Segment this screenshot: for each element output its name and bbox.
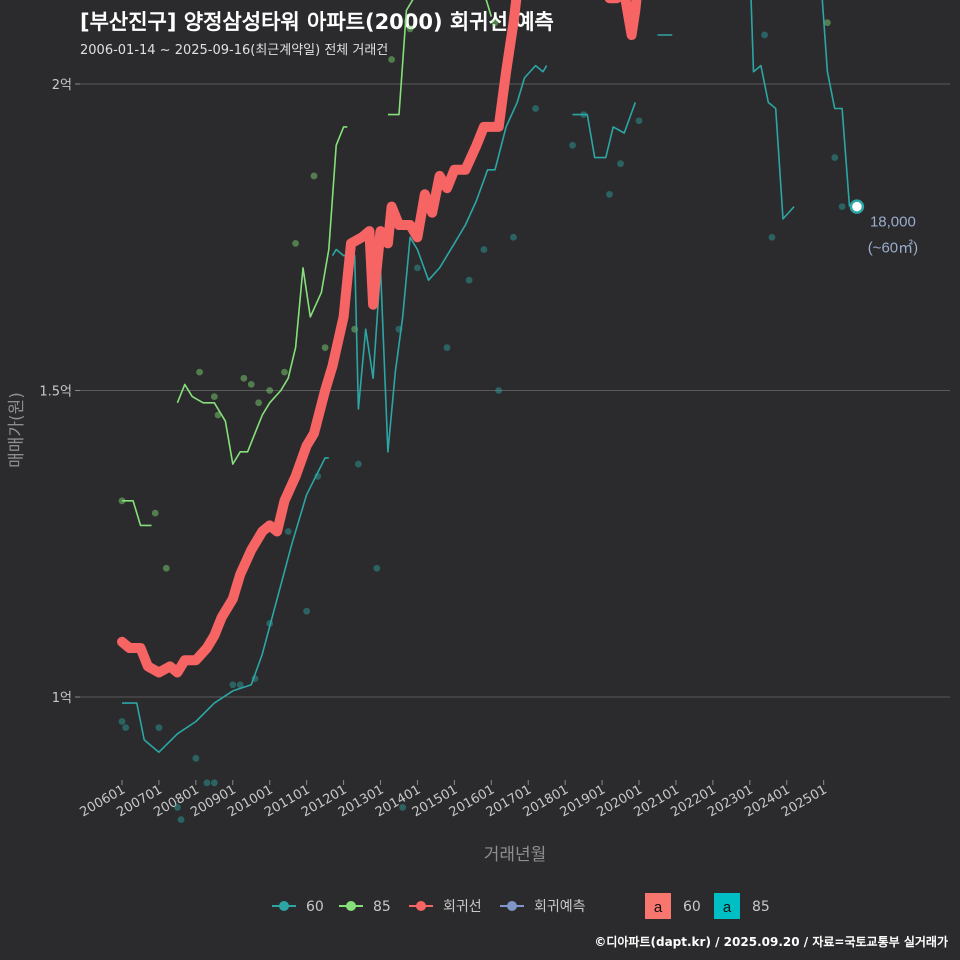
x-axis: 2006012007012008012009012010012011012012… [78,780,830,820]
data-point-60 [203,779,211,787]
y-axis-title: 매매가(원) [7,392,27,468]
end-marker-60 [849,199,865,214]
data-point-85 [406,25,414,33]
data-point-85 [823,19,831,27]
series-lines [122,0,851,753]
data-point-85 [266,387,274,394]
legend-label: 60 [683,899,701,915]
data-point-60 [303,607,311,615]
data-point-60 [495,387,503,394]
legend-label-glyph: a [654,899,663,916]
data-point-60 [229,681,237,689]
data-point-60 [155,724,163,732]
data-point-60 [443,344,451,351]
data-point-60 [831,154,839,161]
data-point-85 [240,374,248,382]
regression-path [117,0,642,678]
data-point-85 [255,399,263,407]
data-point-85 [491,19,499,27]
chart-title: [부산진구] 양정삼성타워 아파트(2000) 회귀선 예측 [80,10,554,34]
end-label-value: 18,000 [870,214,916,231]
data-point-60 [192,754,200,762]
data-point-60 [173,803,181,811]
legend-label-glyph: a [723,899,732,916]
chart-subtitle: 2006-01-14 ~ 2025-09-16(최근계약일) 전체 거래건 [80,43,389,58]
data-point-60 [284,528,292,535]
data-point-60 [761,31,768,39]
end-labels: 24,500(~85㎡)18,000(~60㎡) [868,214,918,257]
legend: 60 85 회귀선 회귀예측 a 60 a 85 [272,893,770,919]
data-point-60 [465,276,473,284]
legend-label: 60 [306,899,324,915]
data-point-60 [414,264,421,272]
series-line-85 [122,0,493,527]
legend-key-dot [279,901,289,911]
y-tick-label: 1억 [52,691,72,706]
data-point-60 [210,779,218,787]
grid-lines [80,83,950,698]
data-point-85 [151,509,159,517]
data-point-85 [310,172,318,180]
data-point-85 [292,239,299,247]
legend-label: 회귀예측 [534,899,586,915]
legend-label-key [714,893,740,919]
data-point-60 [532,105,540,112]
data-point-85 [196,368,203,376]
data-point-60 [118,718,126,725]
data-point-60 [177,816,185,823]
legend-key-dot [346,901,356,911]
data-point-60 [399,803,407,811]
data-point-60 [122,724,130,732]
data-point-60 [768,233,776,241]
data-point-60 [354,460,362,468]
legend-label: 회귀선 [443,899,482,915]
legend-key-dot [416,901,426,911]
data-point-85 [281,368,288,376]
data-point-60 [606,190,613,198]
scatter-points [118,19,846,823]
data-point-60 [635,117,643,125]
series-line-60 [122,0,851,753]
legend-label: 85 [373,899,391,915]
data-point-85 [162,564,170,572]
end-label-unit: (~60㎡) [868,240,918,257]
data-point-60 [838,203,846,211]
data-point-60 [510,233,517,241]
legend-label-key [645,893,671,919]
data-point-60 [569,141,576,149]
end-markers [849,199,865,214]
regression-line [117,0,642,678]
credit-footer: ©디아파트(dapt.kr) / 2025.09.20 / 자료=국토교통부 실… [594,935,948,949]
data-point-85 [321,344,329,351]
legend-key-dot [507,901,517,911]
data-point-60 [480,246,488,253]
data-point-60 [373,564,381,572]
legend-label: 85 [752,899,770,915]
y-tick-label: 1.5억 [39,385,72,400]
x-axis-title: 거래년월 [484,845,547,865]
data-point-85 [247,380,255,388]
data-point-60 [617,160,624,168]
data-point-60 [236,681,244,689]
data-point-85 [210,393,218,401]
y-tick-label: 2억 [52,78,72,93]
data-point-85 [388,56,395,63]
